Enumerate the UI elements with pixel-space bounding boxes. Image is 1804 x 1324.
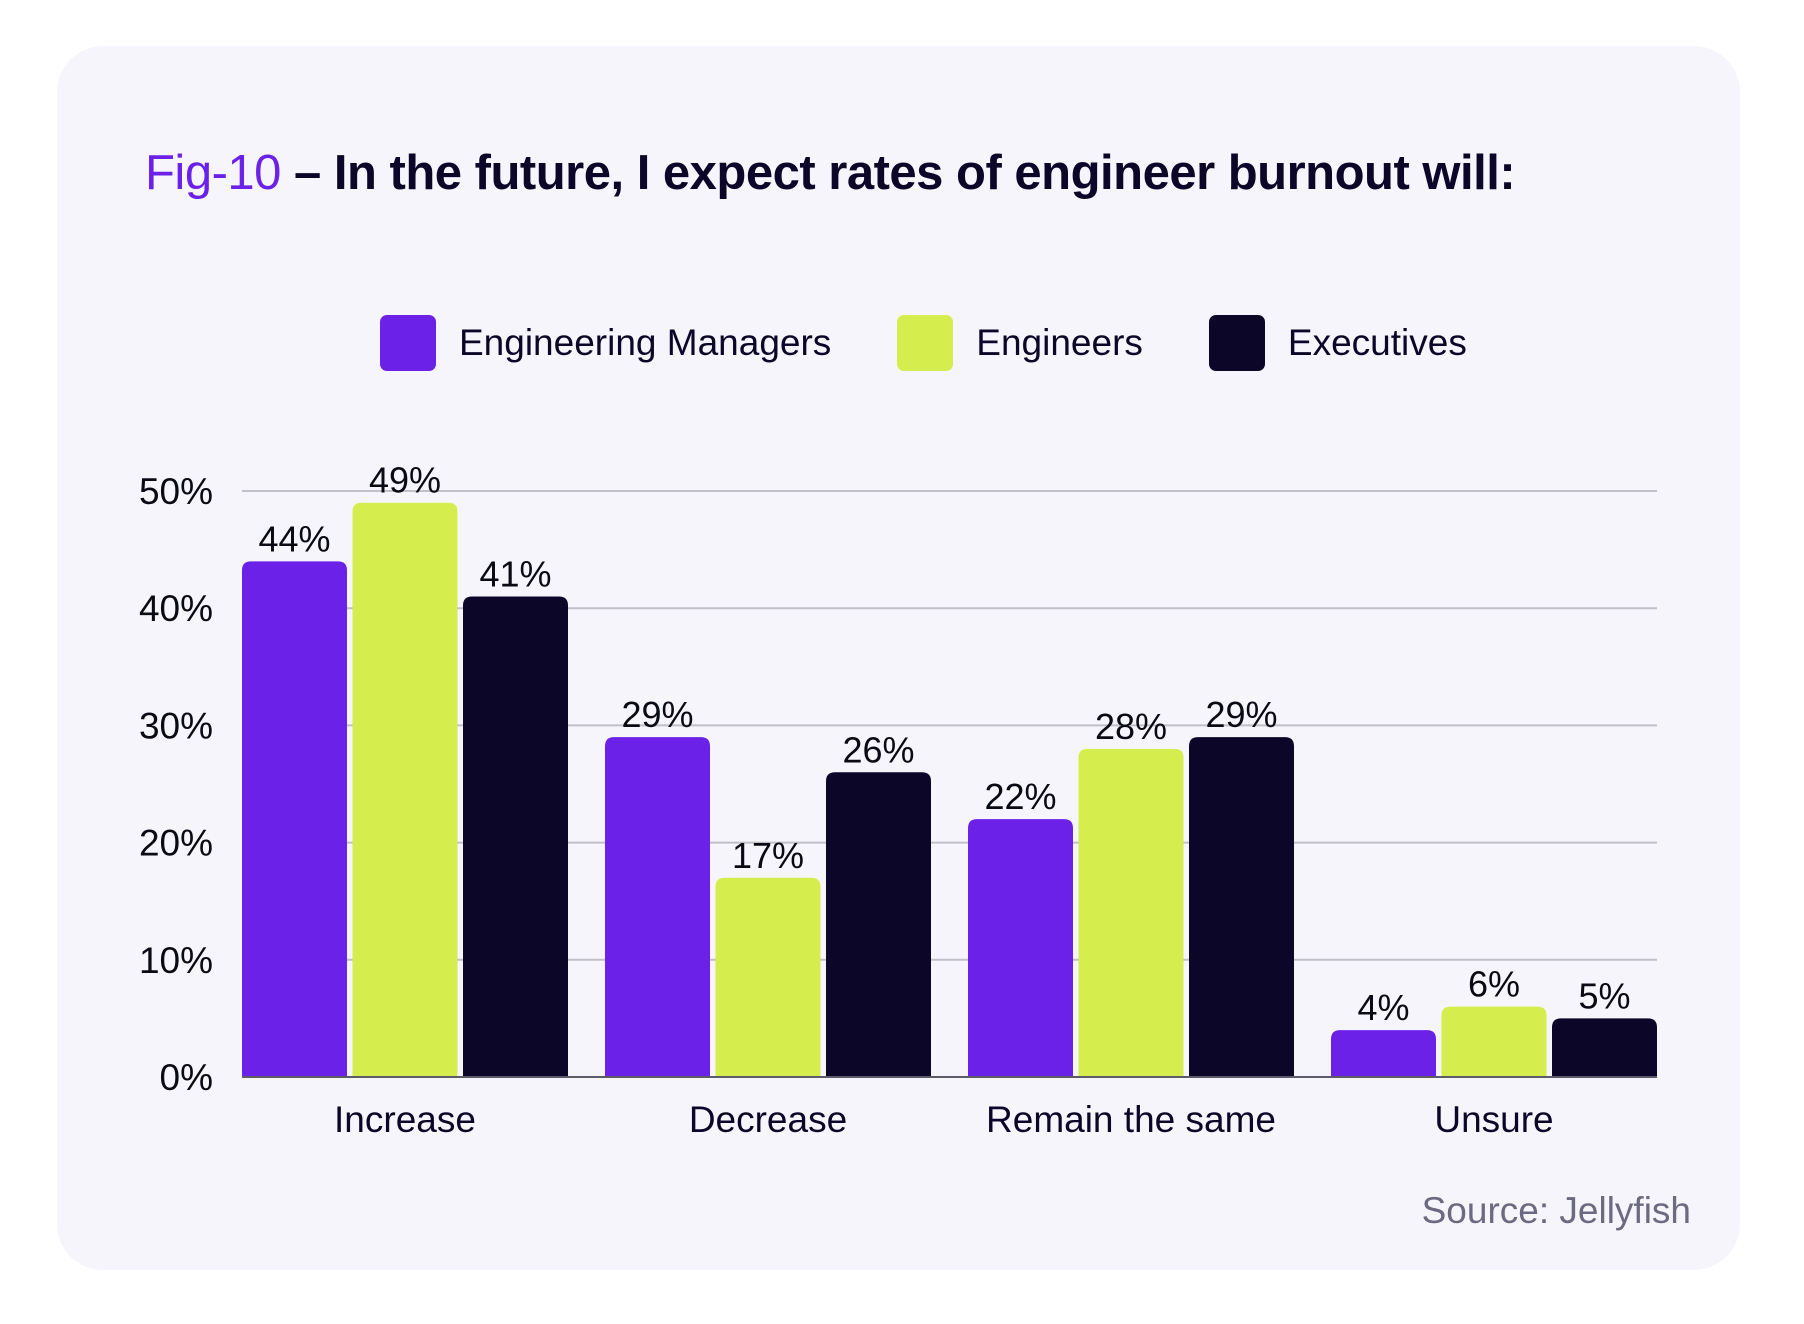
y-tick-label: 50% xyxy=(139,471,213,512)
figure-label: Fig-10 xyxy=(145,146,281,200)
y-axis-tick-labels: 0% 10% 20% 30% 40% 50% xyxy=(139,471,213,1098)
legend-item-engineering-managers: Engineering Managers xyxy=(380,315,831,371)
x-category-label: Remain the same xyxy=(986,1099,1276,1140)
bar-value-label: 29% xyxy=(1205,694,1277,735)
source-note: Source: Jellyfish xyxy=(1421,1190,1691,1231)
legend-label: Engineering Managers xyxy=(459,322,832,363)
y-tick-label: 20% xyxy=(139,823,213,864)
y-tick-label: 10% xyxy=(139,940,213,981)
bar xyxy=(715,877,821,1077)
y-tick-label: 40% xyxy=(139,588,213,629)
bar-value-label: 49% xyxy=(369,460,441,501)
bar-value-label: 28% xyxy=(1095,706,1167,747)
title-text: In the future, I expect rates of enginee… xyxy=(333,146,1516,200)
bar-value-label: 29% xyxy=(621,694,693,735)
bar xyxy=(1331,1030,1436,1077)
bar xyxy=(242,561,347,1077)
legend: Engineering Managers Engineers Executive… xyxy=(380,315,1467,371)
title-separator: – xyxy=(280,146,334,200)
legend-swatch-executives xyxy=(1208,315,1265,371)
bar-value-label: 44% xyxy=(258,518,330,559)
x-axis-category-labels: Increase Decrease Remain the same Unsure xyxy=(334,1099,1554,1140)
bar-value-label: 26% xyxy=(842,729,914,770)
bar-value-label: 41% xyxy=(479,553,551,594)
bar-value-label: 17% xyxy=(732,835,804,876)
bar xyxy=(968,819,1073,1077)
x-category-label: Unsure xyxy=(1434,1099,1553,1140)
bar xyxy=(1441,1006,1547,1077)
bar-value-label: 5% xyxy=(1578,975,1630,1016)
y-tick-label: 0% xyxy=(160,1057,213,1098)
bar xyxy=(826,772,931,1077)
bar-value-label: 6% xyxy=(1468,964,1520,1005)
legend-label: Executives xyxy=(1287,322,1467,363)
bar-value-label: 22% xyxy=(984,776,1056,817)
legend-swatch-engineering-managers xyxy=(380,315,436,371)
chart-title: Fig-10 – In the future, I expect rates o… xyxy=(145,143,1516,203)
legend-swatch-engineers xyxy=(897,315,954,371)
bar xyxy=(605,737,710,1077)
bars xyxy=(242,502,1657,1078)
bar xyxy=(463,596,568,1077)
legend-label: Engineers xyxy=(976,322,1143,363)
bar xyxy=(1078,748,1184,1077)
bar-value-labels: 44% 49% 41% 29% 17% 26% 22% 28% 29% 4% 6% 5% xyxy=(258,460,1630,1028)
x-category-label: Increase xyxy=(334,1099,476,1140)
bar xyxy=(1552,1018,1657,1077)
bar xyxy=(352,502,458,1078)
bar-value-label: 4% xyxy=(1357,987,1409,1028)
legend-item-executives: Executives xyxy=(1208,315,1467,371)
bar xyxy=(1189,737,1294,1077)
y-tick-label: 30% xyxy=(139,705,213,746)
legend-item-engineers: Engineers xyxy=(897,315,1143,371)
x-category-label: Decrease xyxy=(689,1099,847,1140)
